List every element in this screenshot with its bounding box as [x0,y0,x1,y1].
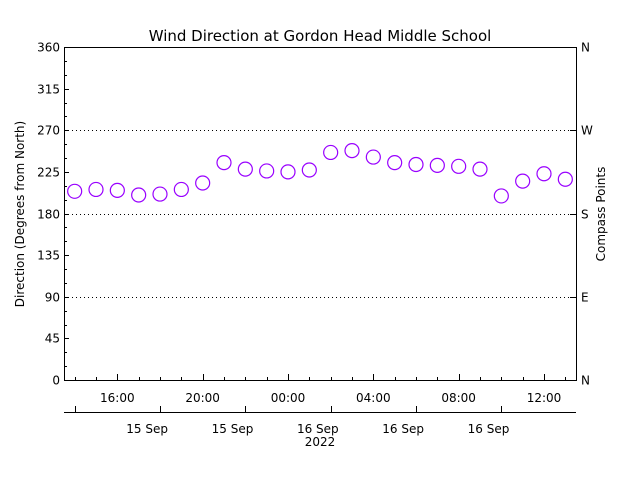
data-point [195,175,211,191]
y-axis-label: Direction (Degrees from North) [13,121,27,307]
y-tick-label: 90 [45,291,60,305]
x-axis-label: 2022 [305,435,336,449]
data-point [259,163,275,179]
x-date-label: 16 Sep [382,422,424,436]
x-date-label: 16 Sep [297,422,339,436]
x-time-label: 04:00 [356,391,391,405]
data-point [472,161,488,177]
data-point [387,155,403,171]
y-tick-label: 180 [37,208,60,222]
data-point [344,143,360,159]
x-time-label: 20:00 [185,391,220,405]
y-tick-label: 315 [37,83,60,97]
y-tick-label: 135 [37,249,60,263]
compass-tick-label: E [581,291,589,305]
gridlines [64,130,576,298]
y-tick-label: 225 [37,166,60,180]
data-point [301,162,317,178]
data-point [515,173,531,189]
data-point [131,187,147,203]
right-compass-axis: N E S W N [570,41,593,388]
data-point [216,155,232,171]
left-y-axis: 0 45 90 135 180 225 270 315 360 [37,41,69,388]
data-point [152,186,168,202]
y-tick-label: 360 [37,41,60,55]
y-tick-label: 45 [45,332,60,346]
data-point [173,181,189,198]
y-tick-label: 0 [52,374,60,388]
data-point [280,164,296,180]
x-time-label: 12:00 [527,391,562,405]
data-point [67,183,83,199]
data-point [88,181,104,198]
data-point [557,171,573,187]
data-point [365,149,381,165]
data-point [493,188,509,204]
y-tick-label: 270 [37,124,60,138]
x-time-label: 08:00 [441,391,476,405]
data-point [536,166,552,182]
data-point [109,182,125,198]
compass-tick-label: S [581,208,589,222]
data-point [429,157,445,173]
data-point [237,161,253,177]
compass-tick-label: W [581,124,593,138]
chart-title: Wind Direction at Gordon Head Middle Sch… [149,27,492,45]
data-point [408,156,424,173]
x-time-axis: 16:00 20:00 00:00 04:00 08:00 12:00 15 Sep 15 S… [75,374,566,436]
x-date-label: 16 Sep [468,422,510,436]
compass-tick-label: N [581,374,590,388]
x-date-label: 15 Sep [212,422,254,436]
data-point [323,144,339,161]
data-markers [67,143,573,204]
right-axis-label: Compass Points [594,167,608,262]
x-date-label: 15 Sep [126,422,168,436]
x-time-label: 16:00 [100,391,135,405]
data-point [451,158,467,174]
compass-tick-label: N [581,41,590,55]
x-time-label: 00:00 [271,391,306,405]
